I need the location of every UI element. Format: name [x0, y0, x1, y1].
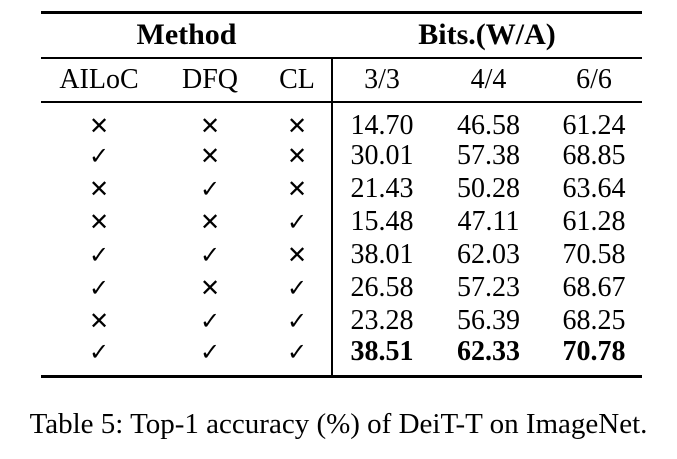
value-cell: 57.38 — [457, 140, 521, 171]
mark-cell: ✕ — [88, 307, 110, 335]
value-cell: 70.78 — [562, 335, 626, 367]
mark-cell: ✕ — [199, 111, 221, 140]
col-header-3-3: 3/3 — [331, 57, 432, 103]
value-cell: 62.33 — [457, 335, 521, 367]
value-cell: 46.58 — [457, 109, 521, 141]
value-cell: 61.24 — [562, 109, 626, 141]
value-cell: 14.70 — [331, 101, 432, 140]
col-header-dfq: DFQ — [157, 57, 263, 103]
value-cell: 63.64 — [562, 173, 626, 204]
value-cell: 38.51 — [331, 337, 432, 376]
mark-cell: ✓ — [88, 241, 110, 269]
mark-cell: ✕ — [286, 241, 308, 269]
value-cell: 21.43 — [331, 172, 432, 206]
mark-cell: ✓ — [286, 307, 308, 335]
value-cell: 26.58 — [331, 271, 432, 305]
mark-cell: ✕ — [199, 274, 221, 302]
mark-cell: ✕ — [286, 142, 308, 170]
table-row: ✓ ✕ ✓ 26.58 57.23 68.67 — [41, 271, 642, 305]
col-header-cl: CL — [263, 57, 333, 103]
table-caption: Table 5: Top-1 accuracy (%) of DeiT-T on… — [29, 408, 648, 440]
mark-cell: ✓ — [199, 337, 221, 366]
value-cell: 47.11 — [457, 206, 520, 237]
value-cell: 30.01 — [331, 139, 432, 173]
value-cell: 68.67 — [562, 272, 626, 303]
value-cell: 61.28 — [562, 206, 626, 237]
mark-cell: ✕ — [286, 175, 308, 203]
table-subheader-row: AILoC DFQ CL 3/3 4/4 6/6 — [41, 57, 643, 103]
value-cell: 15.48 — [331, 205, 432, 239]
value-cell: 57.23 — [457, 272, 521, 303]
table-row: ✕ ✓ ✓ 23.28 56.39 68.25 — [41, 304, 642, 338]
value-cell: 38.01 — [331, 238, 432, 272]
value-cell: 68.25 — [562, 305, 626, 336]
col-header-4-4: 4/4 — [431, 57, 547, 103]
mark-cell: ✕ — [88, 111, 110, 140]
table-header-group-row: Method Bits.(W/A) — [41, 12, 643, 59]
mark-cell: ✓ — [286, 208, 308, 236]
table-row: ✕ ✕ ✕ 14.70 46.58 61.24 — [41, 101, 642, 141]
mark-cell: ✓ — [199, 307, 221, 335]
table-row: ✓ ✓ ✕ 38.01 62.03 70.58 — [41, 238, 642, 272]
mark-cell: ✓ — [88, 337, 110, 366]
mark-cell: ✕ — [199, 208, 221, 236]
col-header-6-6: 6/6 — [546, 57, 643, 103]
table-row: ✓ ✕ ✕ 30.01 57.38 68.85 — [41, 139, 642, 173]
mark-cell: ✕ — [286, 111, 308, 140]
header-group-method: Method — [41, 12, 333, 59]
header-group-bits: Bits.(W/A) — [332, 12, 643, 59]
mark-cell: ✕ — [88, 175, 110, 203]
mark-cell: ✓ — [88, 142, 110, 170]
ablation-table: Method Bits.(W/A) AILoC DFQ CL 3/3 4/4 6… — [41, 11, 643, 378]
mark-cell: ✓ — [88, 274, 110, 302]
mark-cell: ✕ — [199, 142, 221, 170]
table-row: ✕ ✕ ✓ 15.48 47.11 61.28 — [41, 205, 642, 239]
value-cell: 23.28 — [331, 304, 432, 338]
table-row: ✕ ✓ ✕ 21.43 50.28 63.64 — [41, 172, 642, 206]
value-cell: 50.28 — [457, 173, 521, 204]
table-row-best: ✓ ✓ ✓ 38.51 62.33 70.78 — [41, 335, 642, 376]
mark-cell: ✓ — [286, 274, 308, 302]
value-cell: 56.39 — [457, 305, 521, 336]
mark-cell: ✓ — [199, 241, 221, 269]
value-cell: 70.58 — [562, 239, 626, 270]
value-cell: 68.85 — [562, 140, 626, 171]
col-header-ailoc: AILoC — [41, 57, 157, 103]
mark-cell: ✓ — [286, 337, 308, 366]
value-cell: 62.03 — [457, 239, 521, 270]
mark-cell: ✕ — [88, 208, 110, 236]
mark-cell: ✓ — [199, 175, 221, 203]
